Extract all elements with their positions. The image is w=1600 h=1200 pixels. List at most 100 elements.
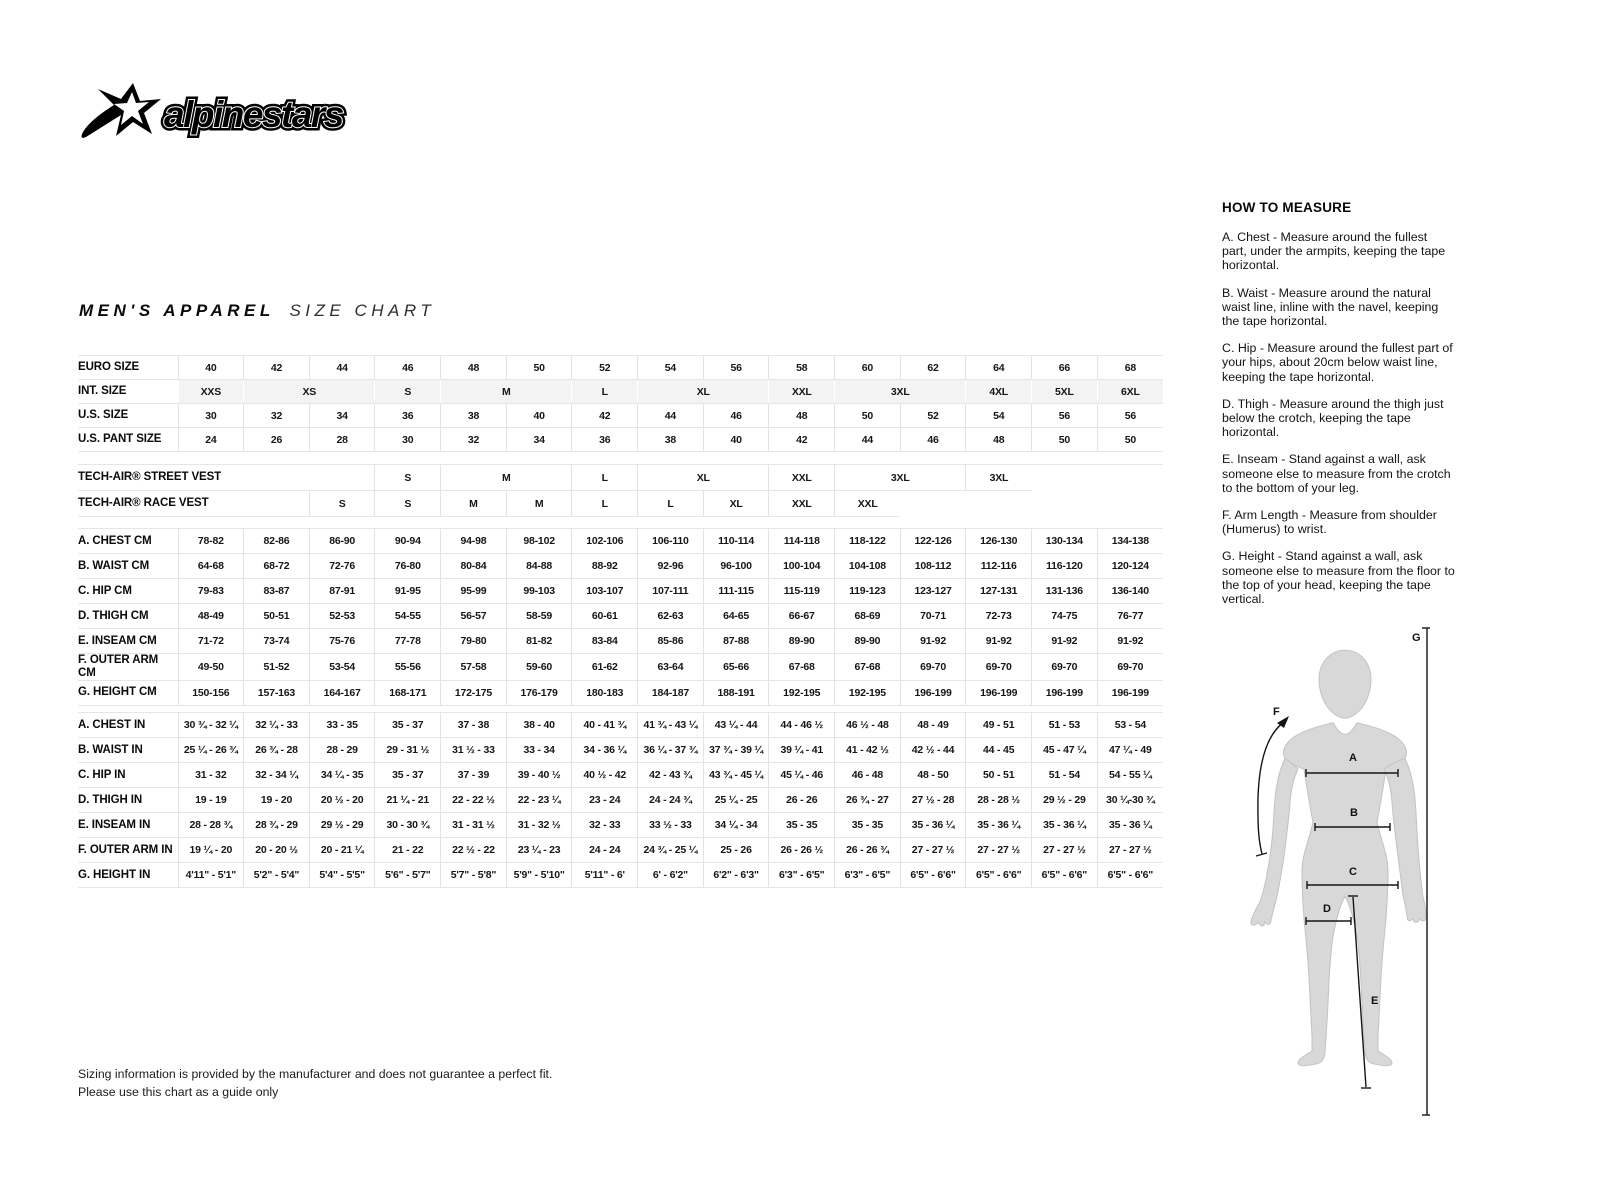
row-label: C. HIP IN — [78, 762, 178, 788]
row-label: F. OUTER ARM CM — [78, 653, 178, 681]
table-cell: 27 - 27 ½ — [899, 837, 966, 863]
table-cell: 42 — [243, 355, 310, 380]
table-cell: 20 ½ - 20 — [308, 787, 375, 813]
table-cell: 19 - 20 — [243, 787, 310, 813]
table-cell: 44 — [637, 403, 704, 428]
measure-line-arm-length — [1257, 721, 1285, 855]
table-cell: 30 - 30 ¾ — [374, 812, 441, 838]
measure-instruction: A. Chest - Measure around the fullest pa… — [1222, 230, 1446, 273]
table-cell: 48 — [965, 427, 1032, 452]
table-cell: 68-72 — [243, 553, 310, 579]
alpinestars-logo-graphic: alpinestars alpinestars — [81, 83, 349, 139]
table-cell: 19 ¼ - 20 — [177, 837, 244, 863]
table-cell: 150-156 — [177, 680, 244, 706]
table-cell: 27 ½ - 28 — [899, 787, 966, 813]
table-cell: 20 - 20 ½ — [243, 837, 310, 863]
table-cell: 35 - 37 — [374, 712, 441, 738]
table-cell: 27 - 27 ½ — [1096, 837, 1163, 863]
table-cell: 52 — [899, 403, 966, 428]
measure-instruction: G. Height - Stand against a wall, ask so… — [1222, 549, 1455, 607]
table-cell: 48 — [768, 403, 835, 428]
table-cell: 80-84 — [440, 553, 507, 579]
table-cell: 38 — [637, 427, 704, 452]
table-cell: 120-124 — [1096, 553, 1163, 579]
table-cell: 35 - 35 — [768, 812, 835, 838]
table-cell: 99-103 — [505, 578, 572, 604]
table-cell: 44 - 46 ½ — [768, 712, 835, 738]
measure-instruction: D. Thigh - Measure around the thigh just… — [1222, 396, 1444, 440]
table-cell: 50 — [834, 403, 901, 428]
table-cell: 25 - 26 — [702, 837, 769, 863]
table-cell: 72-76 — [308, 553, 375, 579]
figure-label-height: G — [1412, 632, 1421, 644]
table-cell: 49-50 — [177, 653, 244, 681]
table-cell: 21 - 22 — [374, 837, 441, 863]
table-cell: 19 - 19 — [177, 787, 244, 813]
body-measurement-diagram: A B C D E F G — [1250, 627, 1430, 1116]
table-cell: XXL — [834, 490, 901, 517]
table-cell: 164-167 — [308, 680, 375, 706]
table-cell: 63-64 — [637, 653, 704, 681]
table-cell: 66 — [1031, 355, 1098, 380]
table-cell: 85-86 — [637, 628, 704, 654]
table-cell: 87-88 — [702, 628, 769, 654]
table-row: G. HEIGHT IN 4'11" - 5'1" 5'2" - 5'4" 5'4" … — [78, 862, 1163, 888]
table-cell: 60-61 — [571, 603, 638, 629]
table-row: F. OUTER ARM IN 19 ¼ - 20 20 - 20 ½ 20 - 21… — [78, 837, 1163, 863]
table-cell: 52-53 — [308, 603, 375, 629]
table-cell: 34 ¼ - 35 — [308, 762, 375, 788]
table-cell: 107-111 — [637, 578, 704, 604]
table-row: INT. SIZE XXS XS S M L XL XXL 3XL 4XL 5XL 6XL — [78, 379, 1163, 404]
table-cell: 27 - 27 ½ — [965, 837, 1032, 863]
figure-label-waist: B — [1350, 807, 1358, 819]
measure-instruction: E. Inseam - Stand against a wall, ask so… — [1222, 452, 1451, 495]
table-cell: 32 ¼ - 33 — [243, 712, 310, 738]
figure-label-hip: C — [1349, 866, 1357, 878]
table-cell: 92-96 — [637, 553, 704, 579]
table-cell: 48-49 — [177, 603, 244, 629]
measure-arrowhead — [1277, 716, 1289, 728]
table-cell: S — [308, 490, 375, 517]
table-cell: M — [505, 490, 572, 517]
table-cell: 32 - 34 ¼ — [243, 762, 310, 788]
table-cell: XXL — [768, 379, 835, 404]
table-cell: 4'11" - 5'1" — [177, 862, 244, 888]
table-cell: 56 — [1031, 403, 1098, 428]
table-cell: 3XL — [965, 464, 1032, 491]
table-row: D. THIGH IN 19 - 19 19 - 20 20 ½ - 20 21 ¼ -… — [78, 787, 1163, 813]
table-cell: 5'6" - 5'7" — [374, 862, 441, 888]
table-cell: 64 — [965, 355, 1032, 380]
table-cell: 95-99 — [440, 578, 507, 604]
table-cell: 34 — [505, 427, 572, 452]
table-cell: M — [440, 490, 507, 517]
table-cell: 91-92 — [899, 628, 966, 654]
figure-label-thigh: D — [1323, 903, 1331, 915]
table-cell: 24 ¾ - 25 ¼ — [637, 837, 704, 863]
table-cell: 118-122 — [834, 528, 901, 554]
table-cell: 112-116 — [965, 553, 1032, 579]
row-label: D. THIGH CM — [78, 603, 178, 629]
disclaimer: Sizing information is provided by the ma… — [78, 1066, 552, 1101]
table-cell: 66-67 — [768, 603, 835, 629]
table-cell: L — [571, 464, 638, 491]
table-cell: 33 - 34 — [505, 737, 572, 763]
table-cell: 6'3" - 6'5" — [768, 862, 835, 888]
table-cell: 74-75 — [1031, 603, 1098, 629]
table-row: C. HIP CM 79-83 83-87 87-91 91-95 95-99 99-103… — [78, 578, 1163, 604]
table-cell: 5'4" - 5'5" — [308, 862, 375, 888]
row-label: U.S. SIZE — [78, 403, 178, 428]
row-label: U.S. PANT SIZE — [78, 427, 178, 452]
table-cell: 87-91 — [308, 578, 375, 604]
table-cell: S — [374, 379, 441, 404]
table-cell: 79-80 — [440, 628, 507, 654]
table-cell: 196-199 — [1096, 680, 1163, 706]
table-cell: 6'2" - 6'3" — [702, 862, 769, 888]
row-label: A. CHEST IN — [78, 712, 178, 738]
table-cell: 130-134 — [1031, 528, 1098, 554]
table-cell: 35 - 36 ¼ — [1031, 812, 1098, 838]
table-cell: 67-68 — [768, 653, 835, 681]
table-row: D. THIGH CM 48-49 50-51 52-53 54-55 56-57 58-5… — [78, 603, 1163, 629]
table-cell: 5'11" - 6' — [571, 862, 638, 888]
table-cell: 46 — [899, 427, 966, 452]
table-cell: 32 - 33 — [571, 812, 638, 838]
